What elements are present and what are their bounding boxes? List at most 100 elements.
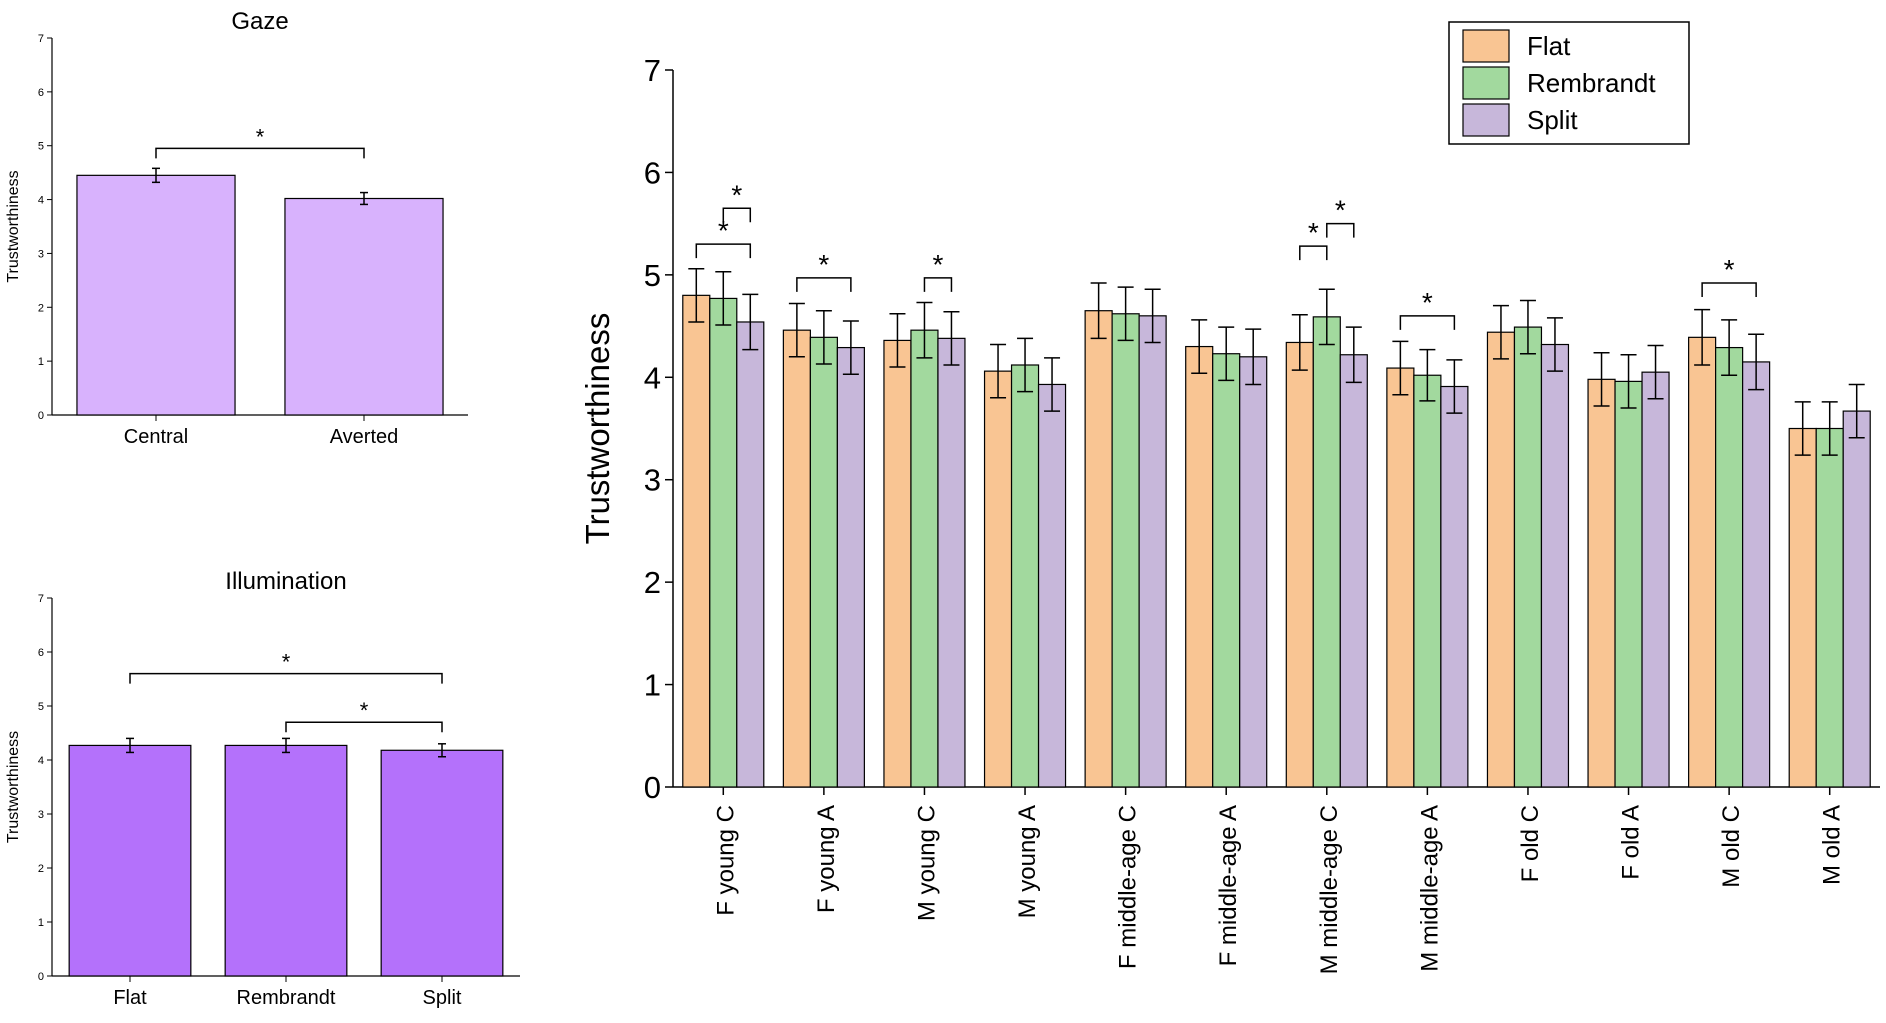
bar-rembrandt	[1010, 364, 1040, 788]
significance-bracket-star: *	[1308, 217, 1319, 248]
significance-bracket-star: *	[282, 650, 291, 675]
chart-title: Illumination	[225, 568, 346, 595]
bar-flat	[983, 370, 1013, 788]
legend-label-rembrandt: Rembrandt	[1527, 68, 1656, 98]
bar-rembrandt	[1312, 316, 1341, 788]
significance-bracket-star: *	[1335, 195, 1346, 226]
bar-flat	[1788, 427, 1817, 788]
significance-bracket-star: *	[731, 179, 742, 210]
significance-bracket	[923, 277, 953, 292]
bar-split	[1440, 385, 1469, 788]
y-tick-label: 6	[38, 87, 44, 99]
x-tick-label: M old A	[1819, 805, 1846, 885]
y-tick-label: 0	[38, 971, 44, 983]
x-tick-label: Rembrandt	[237, 987, 336, 1009]
bar-split	[736, 321, 765, 788]
bar-split	[836, 346, 865, 788]
x-tick-label: Averted	[330, 426, 399, 448]
y-tick-label: 1	[38, 356, 44, 368]
x-tick-label: M young C	[913, 805, 940, 921]
legend-label-split: Split	[1527, 105, 1578, 135]
bar-rembrandt	[1212, 353, 1241, 788]
y-tick-label: 1	[38, 917, 44, 929]
chart-title: Gaze	[231, 8, 288, 35]
bar-rembrandt	[1715, 346, 1744, 788]
bar-split	[1540, 343, 1570, 788]
y-tick-label: 3	[644, 463, 661, 498]
legend-label-flat: Flat	[1527, 31, 1571, 61]
significance-bracket	[285, 721, 443, 733]
significance-bracket-star: *	[818, 249, 829, 280]
x-tick-label: M middle-age A	[1416, 805, 1443, 972]
y-axis-label: Trustworthiness	[5, 731, 22, 843]
y-tick-label: 2	[38, 863, 44, 875]
bar-split	[1842, 410, 1871, 788]
bar-split	[1037, 383, 1067, 788]
significance-bracket	[796, 277, 852, 292]
chart-gaze: Gaze 0 1 2 3 4 5 6 7 Trustworthiness Central Averte…	[5, 8, 468, 448]
y-tick-label: 6	[38, 647, 44, 659]
bar-flat	[1386, 367, 1415, 788]
y-tick-label: 3	[38, 248, 44, 260]
y-tick-label: 7	[644, 53, 661, 88]
significance-bracket	[695, 243, 752, 259]
bar-rembrandt	[224, 744, 348, 977]
chart-illumination: Illumination 0 1 2 3 4 5 6 7 Trustworthiness Flat R…	[5, 568, 520, 1009]
bar-rembrandt	[1815, 427, 1844, 788]
x-tick-label: F old C	[1517, 805, 1544, 882]
significance-bracket-star: *	[360, 698, 369, 723]
chart-main: 0 1 2 3 4 5 6 7 Trustworthiness F young C F young …	[579, 21, 1880, 974]
y-tick-label: 5	[38, 141, 44, 153]
bar-flat	[1285, 341, 1314, 788]
y-tick-label: 3	[38, 809, 44, 821]
legend: Flat Rembrandt Split	[1448, 21, 1690, 145]
bar-flat	[68, 744, 192, 977]
bar-split	[937, 337, 966, 788]
y-tick-label: 4	[644, 360, 661, 395]
x-tick-label: F middle-age C	[1115, 805, 1142, 969]
significance-bracket	[1399, 315, 1456, 330]
x-tick-label: M middle-age C	[1316, 805, 1343, 974]
y-tick-label: 4	[38, 195, 44, 207]
bar-split	[1339, 354, 1368, 788]
bar-rembrandt	[1413, 374, 1442, 788]
bar-split	[1742, 361, 1771, 788]
bar-rembrandt	[1513, 326, 1543, 788]
bar-split	[380, 749, 504, 977]
y-tick-label: 7	[38, 593, 44, 605]
x-tick-label: Flat	[113, 987, 147, 1009]
y-tick-label: 2	[644, 565, 661, 600]
bar-rembrandt	[809, 336, 838, 788]
legend-swatch-flat	[1462, 29, 1510, 63]
bar-split	[1239, 356, 1268, 788]
significance-bracket	[1299, 245, 1328, 261]
y-tick-label: 5	[38, 701, 44, 713]
bar-central	[76, 174, 236, 416]
significance-bracket-star: *	[933, 249, 944, 280]
x-tick-label: F middle-age A	[1215, 805, 1242, 966]
significance-bracket-star: *	[1724, 254, 1735, 285]
significance-bracket	[722, 207, 752, 223]
y-tick-label: 7	[38, 33, 44, 45]
bar-rembrandt	[709, 297, 738, 788]
y-tick-label: 6	[644, 155, 661, 190]
y-axis-label: Trustworthiness	[5, 170, 22, 282]
y-tick-label: 5	[644, 258, 661, 293]
bar-flat	[1185, 345, 1214, 788]
bar-split	[1641, 371, 1670, 788]
y-tick-label: 4	[38, 755, 44, 767]
x-tick-label: M young A	[1014, 805, 1041, 918]
bar-split	[1138, 315, 1167, 788]
x-tick-label: F young C	[712, 805, 739, 916]
significance-bracket	[1326, 222, 1355, 238]
bar-flat	[682, 294, 711, 788]
bar-flat	[1688, 336, 1717, 788]
bar-flat	[883, 339, 912, 788]
bar-flat	[1587, 378, 1616, 788]
bar-rembrandt	[1111, 313, 1140, 788]
y-tick-label: 0	[38, 410, 44, 422]
significance-bracket	[129, 672, 443, 684]
x-tick-label: Split	[423, 987, 462, 1009]
x-tick-label: M old C	[1718, 805, 1745, 888]
